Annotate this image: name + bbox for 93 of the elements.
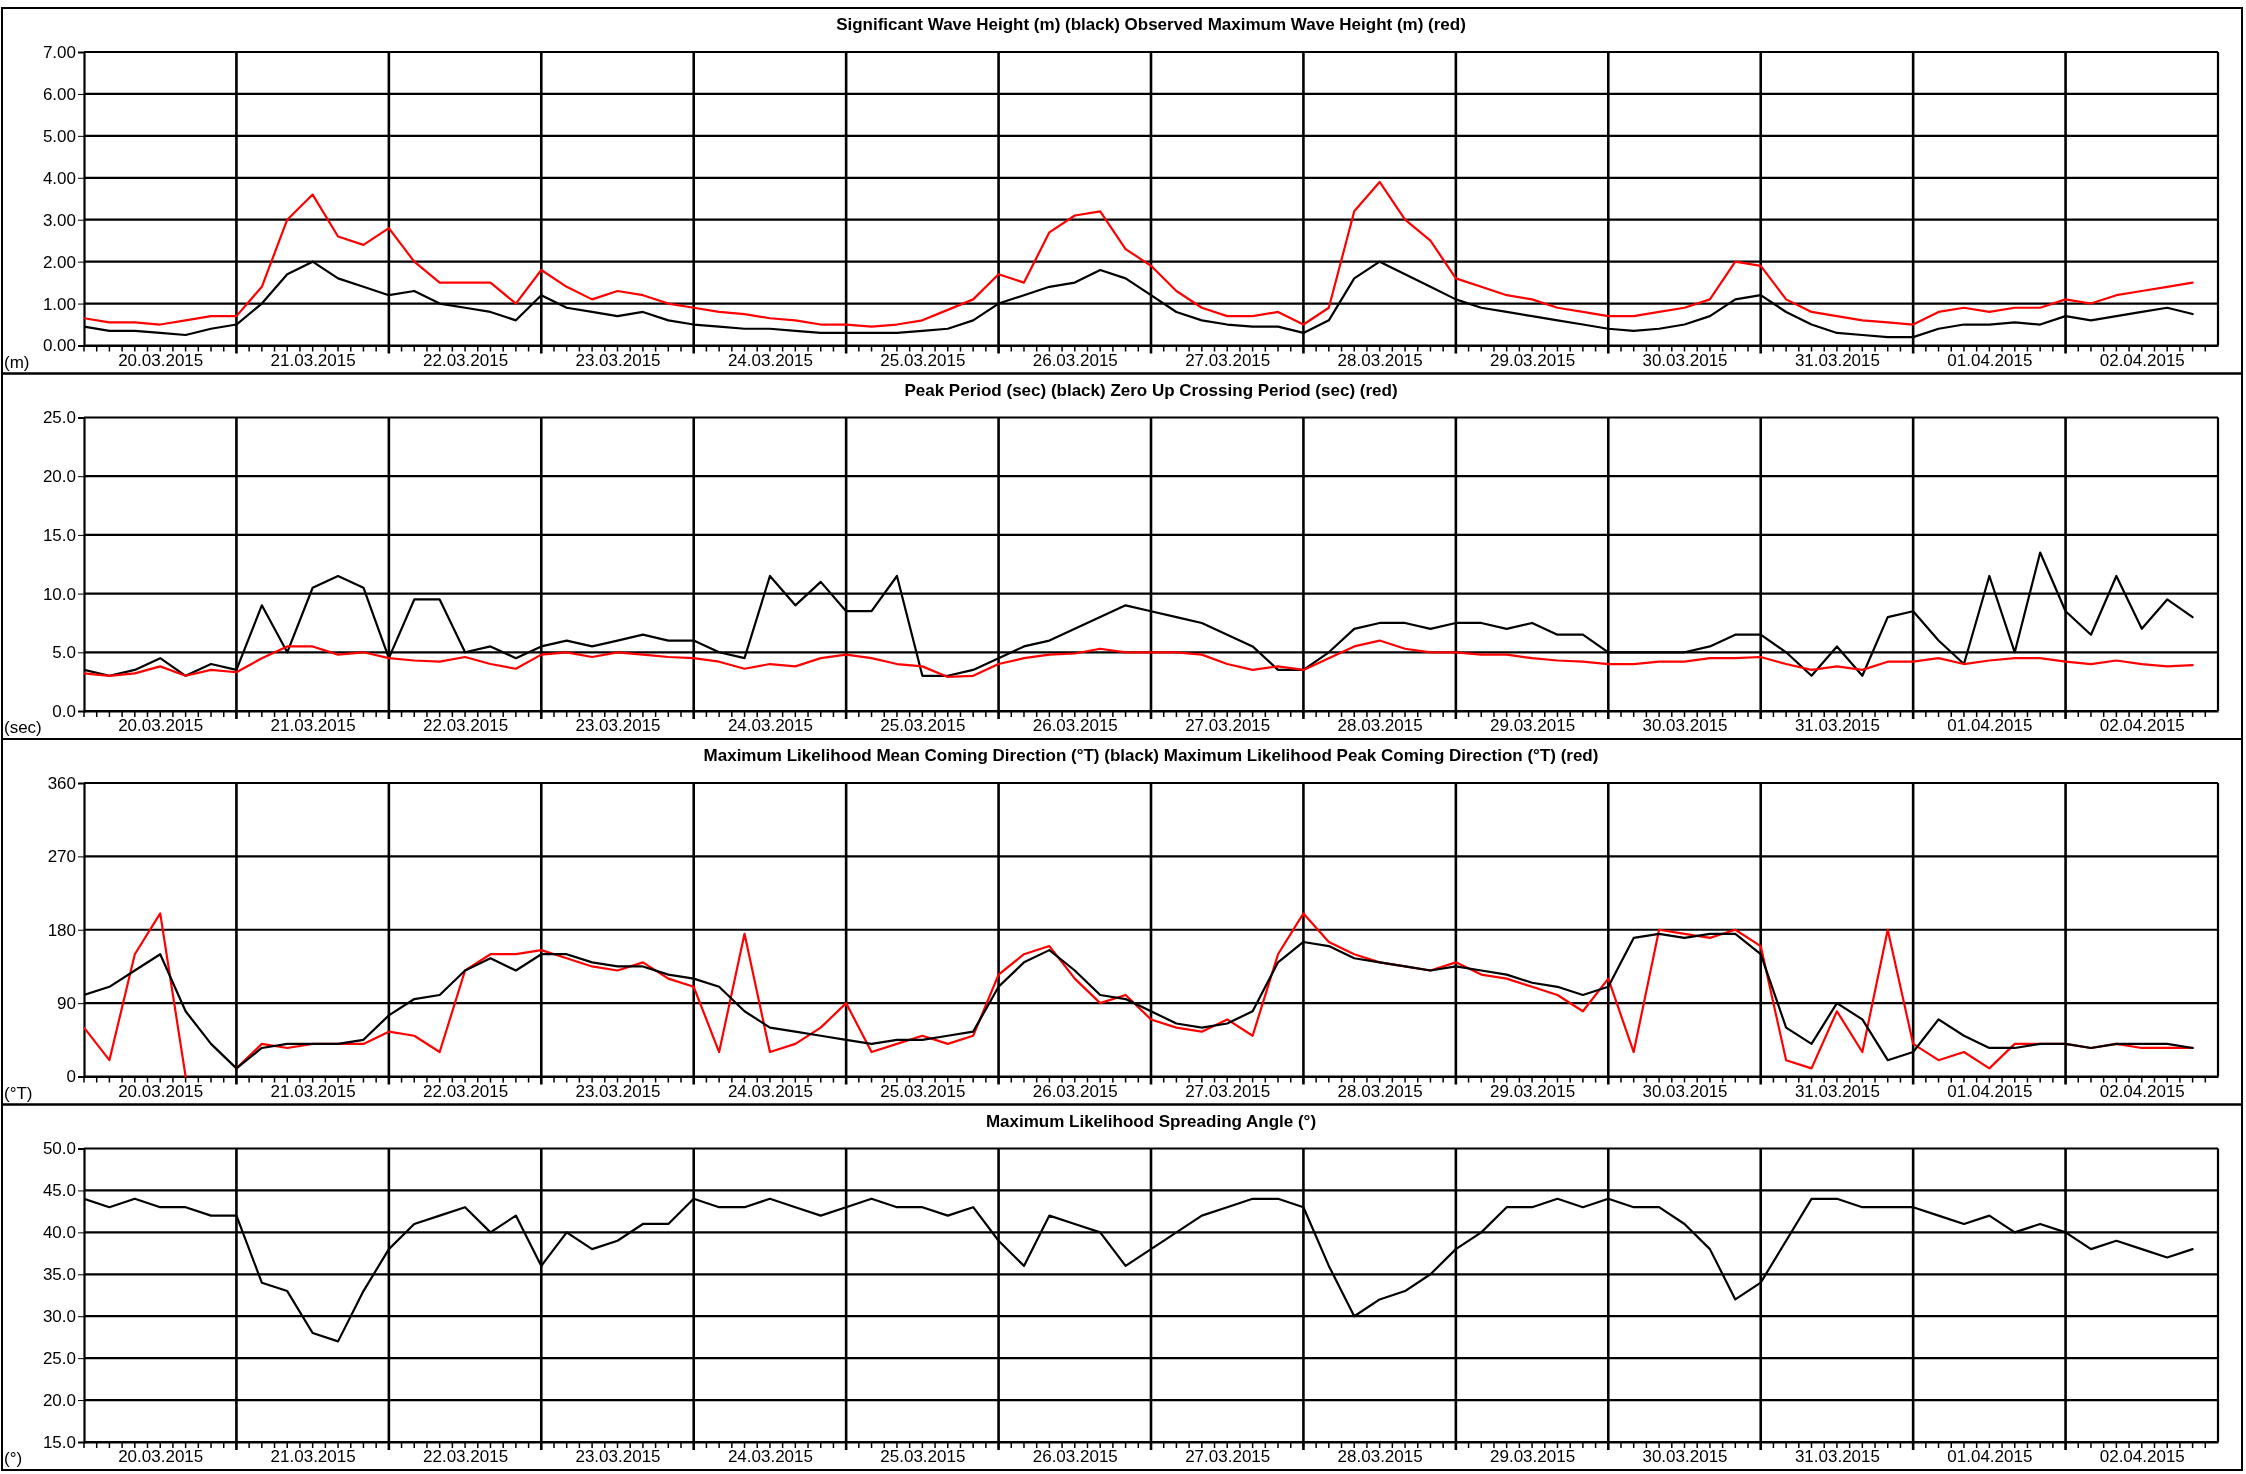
y-tick-label: 270 bbox=[47, 847, 76, 867]
chart-title: Maximum Likelihood Mean Coming Direction (°T) (black) Maximum Likelihood Peak Coming Direction (°T) (red) bbox=[703, 746, 1599, 765]
y-tick-label: 45.0 bbox=[42, 1181, 76, 1201]
x-tick-label: 21.03.2015 bbox=[270, 1447, 356, 1467]
y-tick-label: 40.0 bbox=[42, 1223, 76, 1243]
x-tick-label: 23.03.2015 bbox=[575, 1081, 661, 1101]
x-tick-label: 24.03.2015 bbox=[727, 350, 813, 370]
x-tick-label: 20.03.2015 bbox=[118, 350, 204, 370]
y-tick-label: 25.0 bbox=[42, 1349, 76, 1369]
chart-title: Significant Wave Height (m) (black) Observed Maximum Wave Height (m) (red) bbox=[836, 15, 1466, 34]
x-tick-label: 26.03.2015 bbox=[1032, 1447, 1118, 1467]
x-tick-label: 02.04.2015 bbox=[2099, 350, 2185, 370]
y-tick-label: 180 bbox=[47, 920, 76, 940]
x-tick-label: 25.03.2015 bbox=[880, 350, 966, 370]
x-tick-label: 22.03.2015 bbox=[423, 1447, 509, 1467]
x-tick-label: 20.03.2015 bbox=[118, 1447, 204, 1467]
y-axis-title: (sec) bbox=[4, 718, 42, 737]
x-tick-label: 25.03.2015 bbox=[880, 1447, 966, 1467]
y-tick-label: 6.00 bbox=[42, 84, 76, 104]
y-tick-label: 50.0 bbox=[42, 1139, 76, 1159]
x-tick-label: 25.03.2015 bbox=[880, 1081, 966, 1101]
x-tick-label: 27.03.2015 bbox=[1185, 350, 1271, 370]
x-tick-label: 21.03.2015 bbox=[270, 350, 356, 370]
x-tick-label: 24.03.2015 bbox=[727, 1081, 813, 1101]
y-tick-label: 30.0 bbox=[42, 1307, 76, 1327]
y-tick-label: 10.0 bbox=[42, 584, 76, 604]
y-tick-label: 15.0 bbox=[42, 525, 76, 545]
x-tick-label: 22.03.2015 bbox=[423, 350, 509, 370]
x-tick-label: 01.04.2015 bbox=[1947, 1447, 2033, 1467]
y-tick-label: 4.00 bbox=[42, 168, 76, 188]
x-tick-label: 25.03.2015 bbox=[880, 716, 966, 736]
x-tick-label: 27.03.2015 bbox=[1185, 716, 1271, 736]
x-tick-label: 31.03.2015 bbox=[1794, 1081, 1880, 1101]
x-tick-label: 22.03.2015 bbox=[423, 1081, 509, 1101]
chart-title: Maximum Likelihood Spreading Angle (°) bbox=[985, 1111, 1317, 1131]
x-tick-label: 23.03.2015 bbox=[575, 716, 661, 736]
y-tick-label: 360 bbox=[47, 773, 76, 793]
x-tick-label: 30.03.2015 bbox=[1642, 1447, 1728, 1467]
y-tick-label: 15.0 bbox=[42, 1432, 76, 1452]
y-tick-label: 20.0 bbox=[42, 1391, 76, 1411]
y-axis-title: (m) bbox=[4, 352, 30, 372]
x-tick-label: 21.03.2015 bbox=[270, 716, 356, 736]
y-tick-label: 1.00 bbox=[42, 294, 76, 314]
x-tick-label: 29.03.2015 bbox=[1490, 716, 1576, 736]
x-tick-label: 28.03.2015 bbox=[1337, 716, 1423, 736]
x-tick-label: 29.03.2015 bbox=[1490, 1081, 1576, 1101]
y-axis-title: (°T) bbox=[4, 1083, 33, 1103]
y-tick-label: 0.00 bbox=[42, 336, 76, 356]
x-tick-label: 24.03.2015 bbox=[727, 1447, 813, 1467]
x-tick-label: 31.03.2015 bbox=[1794, 716, 1880, 736]
line-series bbox=[84, 639, 2194, 679]
x-tick-label: 20.03.2015 bbox=[118, 716, 204, 736]
x-tick-label: 28.03.2015 bbox=[1337, 350, 1423, 370]
x-tick-label: 29.03.2015 bbox=[1490, 350, 1576, 370]
x-tick-label: 22.03.2015 bbox=[423, 716, 509, 736]
x-tick-label: 28.03.2015 bbox=[1337, 1081, 1423, 1101]
x-tick-label: 23.03.2015 bbox=[575, 1447, 661, 1467]
x-tick-label: 28.03.2015 bbox=[1337, 1447, 1423, 1467]
x-tick-label: 27.03.2015 bbox=[1185, 1447, 1271, 1467]
y-tick-label: 5.00 bbox=[42, 126, 76, 146]
y-tick-label: 20.0 bbox=[42, 467, 76, 487]
y-tick-label: 35.0 bbox=[42, 1265, 76, 1285]
x-tick-label: 23.03.2015 bbox=[575, 350, 661, 370]
x-tick-label: 30.03.2015 bbox=[1642, 716, 1728, 736]
x-tick-label: 02.04.2015 bbox=[2099, 716, 2185, 736]
y-tick-label: 0.0 bbox=[52, 701, 76, 721]
y-axis-title: (°) bbox=[4, 1449, 23, 1468]
x-tick-label: 02.04.2015 bbox=[2099, 1081, 2185, 1101]
x-tick-label: 30.03.2015 bbox=[1642, 1081, 1728, 1101]
x-tick-label: 01.04.2015 bbox=[1947, 1081, 2033, 1101]
x-tick-label: 31.03.2015 bbox=[1794, 1447, 1880, 1467]
y-tick-label: 2.00 bbox=[42, 252, 76, 272]
x-tick-label: 01.04.2015 bbox=[1947, 350, 2033, 370]
line-series bbox=[84, 180, 2194, 328]
x-tick-label: 26.03.2015 bbox=[1032, 350, 1118, 370]
x-tick-label: 02.04.2015 bbox=[2099, 1447, 2185, 1467]
x-tick-label: 20.03.2015 bbox=[118, 1081, 204, 1101]
chart-title: Peak Period (sec) (black) Zero Up Crossing Period (sec) (red) bbox=[904, 380, 1398, 400]
y-tick-label: 7.00 bbox=[42, 42, 76, 62]
x-tick-label: 24.03.2015 bbox=[727, 716, 813, 736]
x-tick-label: 26.03.2015 bbox=[1032, 716, 1118, 736]
x-tick-label: 29.03.2015 bbox=[1490, 1447, 1576, 1467]
x-tick-label: 21.03.2015 bbox=[270, 1081, 356, 1101]
x-tick-label: 26.03.2015 bbox=[1032, 1081, 1118, 1101]
y-tick-label: 0 bbox=[66, 1067, 76, 1087]
x-tick-label: 30.03.2015 bbox=[1642, 350, 1728, 370]
x-tick-label: 31.03.2015 bbox=[1794, 350, 1880, 370]
y-tick-label: 3.00 bbox=[42, 210, 76, 230]
y-tick-label: 5.0 bbox=[52, 643, 76, 663]
x-tick-label: 01.04.2015 bbox=[1947, 716, 2033, 736]
y-tick-label: 25.0 bbox=[42, 408, 76, 428]
y-tick-label: 90 bbox=[57, 994, 76, 1014]
x-tick-label: 27.03.2015 bbox=[1185, 1081, 1271, 1101]
